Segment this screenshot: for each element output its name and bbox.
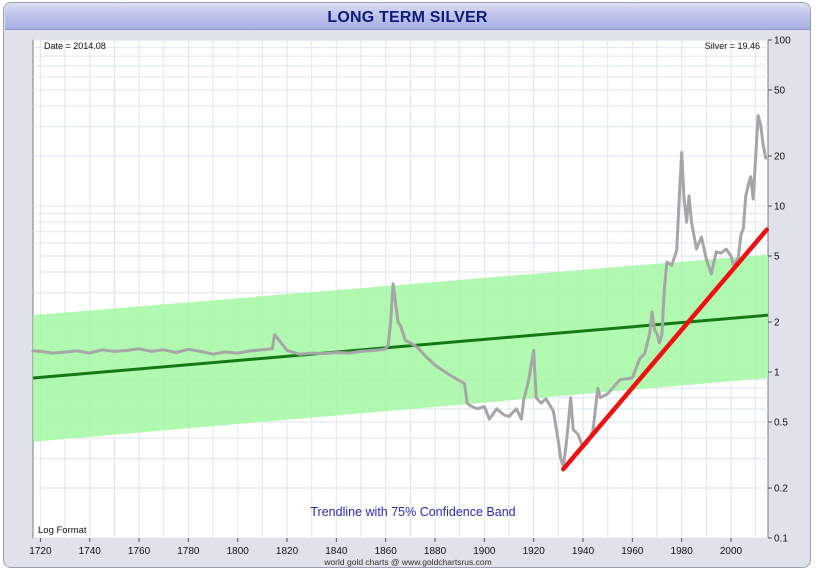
x-tick-label: 1800 <box>227 546 250 557</box>
x-tick-label: 2000 <box>720 546 743 557</box>
x-tick-label: 1940 <box>572 546 595 557</box>
y-tick-label: 5 <box>774 251 780 262</box>
title-bar: LONG TERM SILVER <box>5 4 810 30</box>
x-tick-label: 1760 <box>128 546 151 557</box>
y-tick-label: 0.5 <box>774 417 788 428</box>
x-tick-label: 1740 <box>79 546 102 557</box>
y-tick-label: 2 <box>774 318 780 329</box>
band-annotation: Trendline with 75% Confidence Band <box>310 505 515 519</box>
y-tick-label: 100 <box>774 36 791 47</box>
grid <box>33 39 768 539</box>
y-axis: 0.1 0.2 0.5 1 2 5 10 20 50 100 <box>768 36 791 545</box>
trendline <box>32 313 769 380</box>
log-format-note: Log Format <box>38 525 87 536</box>
x-axis: 1720 1740 1760 1780 1800 1820 1840 1860 1880 1900… <box>29 538 743 557</box>
date-label: Date = 2014.08 <box>44 41 106 51</box>
x-tick-label: 1900 <box>473 546 496 557</box>
x-tick-label: 1980 <box>671 546 694 557</box>
chart-title: LONG TERM SILVER <box>327 9 488 26</box>
confidence-band <box>33 254 768 442</box>
y-tick-label: 0.2 <box>774 484 788 495</box>
x-tick-label: 1720 <box>29 546 52 557</box>
x-tick-label: 1780 <box>177 546 200 557</box>
source-credit: world gold charts @ www.goldchartsrus.co… <box>324 557 492 567</box>
y-tick-label: 10 <box>774 202 786 213</box>
price-series-line <box>31 114 768 468</box>
y-tick-label: 0.1 <box>774 534 788 545</box>
x-tick-label: 1840 <box>325 546 348 557</box>
y-tick-label: 50 <box>774 85 786 96</box>
y-tick-label: 1 <box>774 368 780 379</box>
support-line <box>561 227 770 472</box>
x-tick-label: 1820 <box>276 546 299 557</box>
y-tick-label: 20 <box>774 152 786 163</box>
x-tick-label: 1860 <box>375 546 398 557</box>
value-label: Silver = 19.46 <box>705 41 760 51</box>
x-tick-label: 1880 <box>424 546 447 557</box>
x-tick-label: 1920 <box>523 546 546 557</box>
x-tick-label: 1960 <box>621 546 644 557</box>
